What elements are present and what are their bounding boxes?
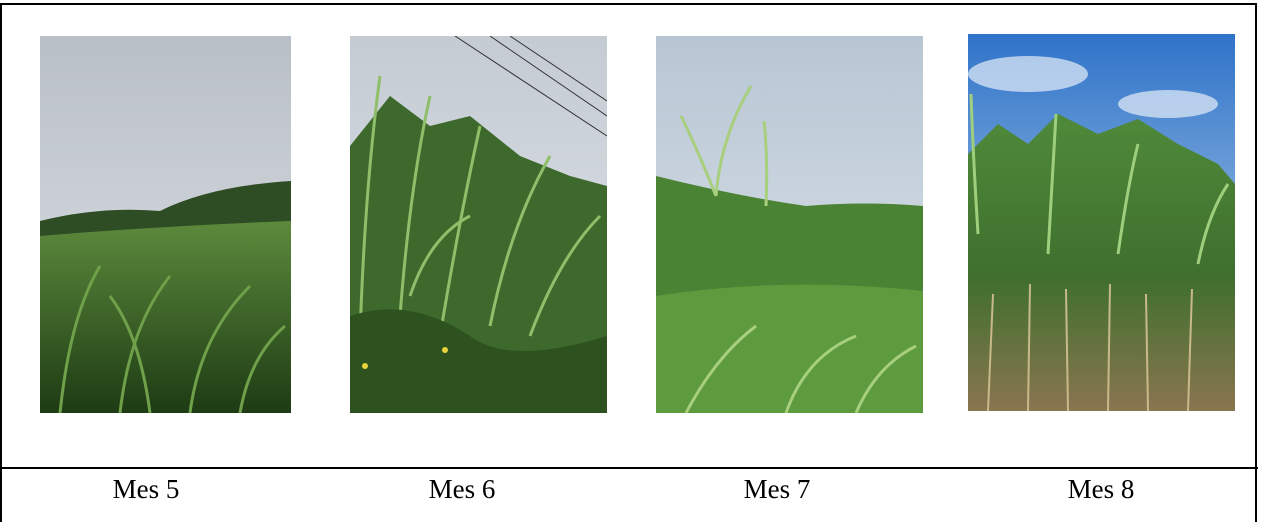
photo [40, 36, 291, 413]
caption: Mes 5 [36, 474, 256, 505]
caption: Mes 6 [352, 474, 572, 505]
row-divider [0, 467, 1258, 469]
photo [968, 34, 1235, 411]
photo [350, 36, 607, 413]
caption: Mes 8 [991, 474, 1211, 505]
page: Mes 5 Mes 6 Mes 7 Mes 8 (() => { const d… [0, 0, 1263, 522]
caption: Mes 7 [667, 474, 887, 505]
photo [656, 36, 923, 413]
